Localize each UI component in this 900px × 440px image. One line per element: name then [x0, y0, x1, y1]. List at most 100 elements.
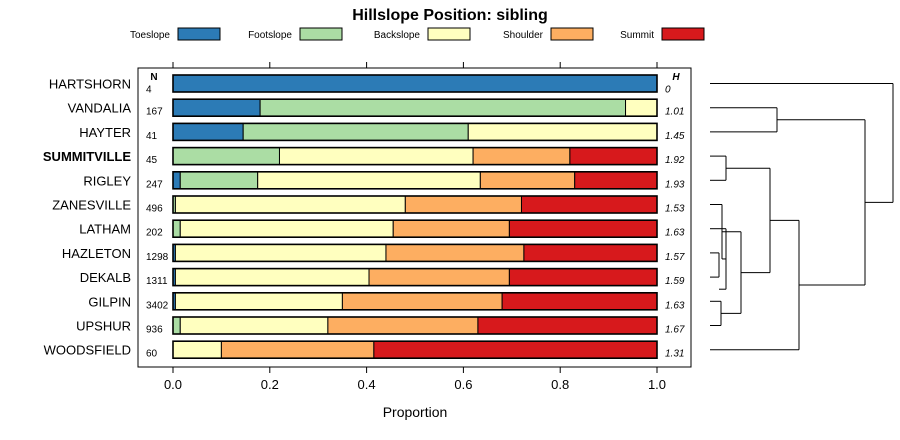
soil-label-summitville: SUMMITVILLE — [43, 149, 131, 164]
legend-label-summit: Summit — [620, 30, 654, 41]
n-label-rigley: 247 — [146, 179, 163, 190]
bar-segment-zanesville-summit — [520, 195, 658, 214]
h-label-hayter: 1.45 — [665, 131, 685, 142]
bar-segment-upshur-summit — [477, 316, 658, 335]
n-label-vandalia: 167 — [146, 107, 163, 118]
bar-segment-vandalia-toeslope — [172, 98, 261, 117]
h-label-gilpin: 1.63 — [665, 300, 685, 311]
soil-label-dekalb: DEKALB — [80, 270, 131, 285]
legend-label-shoulder: Shoulder — [503, 30, 544, 41]
bar-segment-latham-shoulder — [392, 219, 510, 238]
bar-segment-zanesville-backslope — [174, 195, 406, 214]
bar-rows: HARTSHORN 4 0 VANDALIA 167 1.01 HAYTER 41 1.45 SU… — [43, 74, 685, 360]
x-axis: 0.0 0.2 0.4 0.6 0.8 1.0 — [164, 62, 666, 392]
bar-row-vandalia: VANDALIA 167 1.01 — [68, 98, 684, 118]
bar-outline-upshur — [172, 316, 658, 335]
soil-label-vandalia: VANDALIA — [68, 101, 132, 116]
bar-segment-gilpin-backslope — [174, 292, 343, 311]
soil-label-latham: LATHAM — [79, 222, 131, 237]
bar-segment-hartshorn-toeslope — [172, 74, 658, 93]
dendrogram — [710, 83, 894, 351]
bar-row-hazleton: HAZLETON 1298 1.57 — [62, 243, 685, 263]
x-tick-label: 0.0 — [164, 377, 182, 392]
legend-swatch-toeslope — [177, 27, 221, 41]
bar-segment-rigley-footslope — [179, 171, 259, 190]
soil-label-hazleton: HAZLETON — [62, 246, 131, 261]
h-label-hartshorn: 0 — [665, 85, 671, 96]
h-label-upshur: 1.67 — [665, 325, 685, 336]
h-label-zanesville: 1.53 — [665, 204, 685, 215]
bar-outline-hayter — [172, 122, 658, 142]
bar-segment-rigley-toeslope — [172, 171, 181, 190]
bar-outline-vandalia — [172, 98, 658, 117]
bar-segment-summitville-shoulder — [472, 147, 571, 166]
bar-outline-latham — [172, 219, 658, 238]
bar-outline-zanesville — [172, 195, 658, 214]
n-header: N — [150, 72, 157, 83]
bar-segment-rigley-shoulder — [479, 171, 576, 190]
h-label-vandalia: 1.01 — [665, 107, 684, 118]
bar-outline-rigley — [172, 171, 658, 190]
bar-segment-latham-summit — [508, 219, 658, 238]
h-label-rigley: 1.93 — [665, 179, 685, 190]
bar-segment-hayter-toeslope — [172, 122, 244, 141]
bar-segment-dekalb-backslope — [174, 268, 370, 287]
n-label-zanesville: 496 — [146, 204, 163, 215]
bar-segment-rigley-summit — [574, 171, 658, 190]
bar-outline-woodsfield — [172, 340, 658, 360]
bar-outline-hartshorn — [172, 74, 658, 93]
bar-row-hayter: HAYTER 41 1.45 — [79, 122, 685, 142]
plot-frame — [137, 67, 692, 368]
bar-row-zanesville: ZANESVILLE 496 1.53 — [52, 195, 685, 215]
bar-row-hartshorn: HARTSHORN 4 0 — [49, 74, 671, 96]
x-tick-label: 1.0 — [648, 377, 666, 392]
bar-outline-summitville — [172, 146, 658, 166]
h-label-latham: 1.63 — [665, 228, 685, 239]
bar-row-latham: LATHAM 202 1.63 — [79, 219, 685, 239]
legend-swatch-summit — [661, 27, 705, 41]
bar-row-gilpin: GILPIN 3402 1.63 — [88, 291, 685, 311]
bar-outline-hazleton — [172, 243, 658, 263]
bar-segment-dekalb-shoulder — [368, 268, 510, 287]
bar-segment-gilpin-shoulder — [341, 292, 503, 311]
legend-swatch-footslope — [299, 27, 343, 41]
bar-segment-summitville-summit — [569, 147, 658, 166]
legend-label-footslope: Footslope — [248, 30, 292, 41]
legend-label-toeslope: Toeslope — [130, 30, 170, 41]
bar-segment-vandalia-footslope — [259, 98, 627, 117]
bar-segment-woodsfield-summit — [373, 340, 658, 359]
soil-label-gilpin: GILPIN — [88, 294, 131, 309]
h-header: H — [672, 72, 680, 83]
bar-segment-woodsfield-backslope — [172, 340, 222, 359]
bar-segment-summitville-footslope — [172, 147, 280, 166]
bar-segment-latham-backslope — [179, 219, 394, 238]
soil-label-zanesville: ZANESVILLE — [52, 198, 131, 213]
n-label-latham: 202 — [146, 228, 163, 239]
bar-segment-hayter-backslope — [467, 122, 658, 141]
bar-segment-hayter-footslope — [242, 122, 469, 141]
n-label-gilpin: 3402 — [146, 300, 169, 311]
bar-segment-hazleton-summit — [523, 243, 658, 262]
bar-segment-hazleton-shoulder — [385, 243, 525, 262]
bar-segment-zanesville-shoulder — [404, 195, 522, 214]
n-label-summitville: 45 — [146, 155, 158, 166]
legend: Toeslope Footslope Backslope Shoulder Summit — [130, 27, 705, 41]
bar-outline-gilpin — [172, 291, 658, 311]
x-tick-label: 0.4 — [358, 377, 376, 392]
bar-segment-upshur-footslope — [172, 316, 181, 335]
bar-segment-gilpin-summit — [501, 292, 658, 311]
h-label-dekalb: 1.59 — [665, 276, 685, 287]
h-label-summitville: 1.92 — [665, 155, 685, 166]
h-label-hazleton: 1.57 — [665, 252, 685, 263]
n-label-woodsfield: 60 — [146, 349, 158, 360]
soil-label-woodsfield: WOODSFIELD — [44, 343, 131, 358]
n-label-hayter: 41 — [146, 131, 158, 142]
soil-label-upshur: UPSHUR — [76, 319, 131, 334]
bar-segment-summitville-backslope — [278, 147, 474, 166]
bar-row-upshur: UPSHUR 936 1.67 — [76, 316, 685, 336]
bar-segment-upshur-shoulder — [327, 316, 479, 335]
bar-segment-dekalb-summit — [508, 268, 658, 287]
soil-label-hayter: HAYTER — [79, 125, 131, 140]
bar-row-summitville: SUMMITVILLE 45 1.92 — [43, 146, 685, 166]
